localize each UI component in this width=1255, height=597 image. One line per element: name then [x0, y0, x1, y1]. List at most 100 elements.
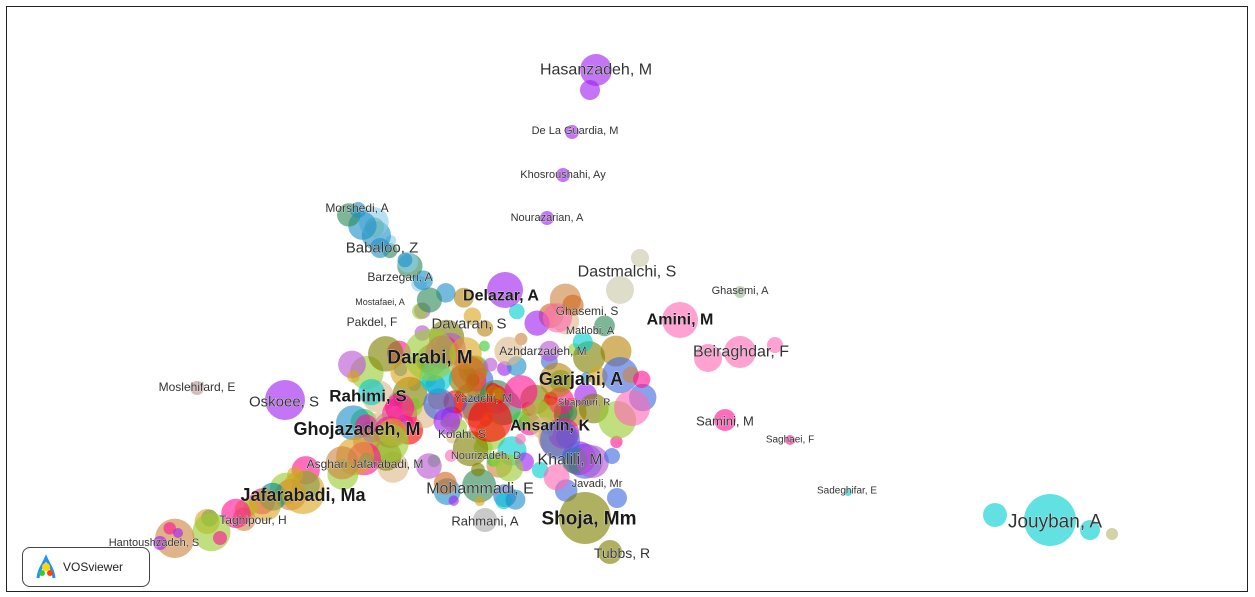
author-node[interactable]: [370, 238, 390, 258]
author-node[interactable]: [190, 381, 204, 395]
author-node[interactable]: [1080, 520, 1100, 540]
author-node[interactable]: [221, 498, 251, 529]
author-label[interactable]: Sadeghifar, E: [817, 485, 878, 497]
author-node[interactable]: [844, 488, 852, 496]
author-label[interactable]: Garjani, A: [539, 369, 624, 390]
author-label[interactable]: Kolahi, S: [438, 427, 487, 442]
author-node[interactable]: [604, 448, 620, 464]
author-label[interactable]: Darabi, M: [387, 347, 473, 369]
author-label[interactable]: Nourizadeh, D: [451, 450, 522, 463]
author-label[interactable]: Matlobi, A: [566, 325, 615, 338]
author-label[interactable]: Jafarabadi, Ma: [240, 485, 367, 506]
author-node[interactable]: [153, 536, 167, 550]
author-label[interactable]: Taghipour, H: [219, 513, 287, 528]
author-label[interactable]: Tubbs, R: [594, 545, 651, 562]
author-node[interactable]: [281, 470, 325, 514]
author-label[interactable]: Khalili, M: [537, 451, 603, 469]
author-node[interactable]: [539, 340, 560, 362]
author-node[interactable]: [483, 357, 498, 372]
author-node[interactable]: [450, 356, 487, 392]
author-node[interactable]: [565, 125, 579, 139]
author-node[interactable]: [504, 375, 538, 409]
author-label[interactable]: Babaloo, Z: [345, 239, 419, 257]
author-label[interactable]: Khosroushahi, Ay: [520, 169, 606, 182]
author-label[interactable]: Moslehifard, E: [158, 380, 236, 395]
author-node[interactable]: [358, 378, 385, 406]
author-label[interactable]: Rahimi, S: [329, 386, 407, 406]
author-node[interactable]: [734, 286, 746, 298]
author-node[interactable]: [462, 468, 497, 503]
author-node[interactable]: [478, 340, 490, 352]
author-node[interactable]: [576, 445, 609, 478]
author-label[interactable]: Jouyban, A: [1008, 511, 1103, 533]
author-label[interactable]: Yazdchi, M: [454, 391, 513, 406]
author-node[interactable]: [606, 276, 634, 304]
author-node[interactable]: [325, 446, 359, 480]
author-label[interactable]: Ansarin, K: [510, 417, 591, 435]
author-node[interactable]: [416, 287, 442, 313]
author-node[interactable]: [580, 54, 612, 86]
author-label[interactable]: Nourazarian, A: [510, 212, 584, 225]
author-label[interactable]: Ghasemi, S: [555, 304, 619, 319]
author-node[interactable]: [662, 302, 698, 338]
author-node[interactable]: [468, 398, 512, 442]
author-node[interactable]: [983, 503, 1007, 527]
author-node[interactable]: [213, 531, 227, 545]
author-label[interactable]: Azhdarzadeh, M: [499, 344, 587, 359]
author-node[interactable]: [614, 390, 650, 426]
author-node[interactable]: [173, 528, 183, 538]
author-label[interactable]: Amini, M: [646, 311, 714, 329]
author-label[interactable]: Beiraghdar, F: [693, 343, 790, 361]
author-node[interactable]: [347, 370, 360, 383]
author-node[interactable]: [559, 492, 611, 544]
author-node[interactable]: [580, 80, 600, 100]
author-node[interactable]: [602, 357, 639, 394]
author-label[interactable]: Oskoee, S: [249, 393, 320, 411]
author-node[interactable]: [514, 433, 526, 445]
author-label[interactable]: Delazar, A: [463, 287, 540, 305]
author-label[interactable]: Barzegari, A: [367, 270, 433, 285]
author-node[interactable]: [785, 435, 795, 445]
author-node[interactable]: [404, 329, 456, 381]
author-node[interactable]: [508, 303, 525, 320]
author-node[interactable]: [433, 471, 457, 495]
author-node[interactable]: [572, 332, 593, 353]
author-node[interactable]: [724, 336, 756, 368]
author-node[interactable]: [463, 307, 482, 326]
author-label[interactable]: Shoja, Mm: [541, 508, 637, 530]
author-node[interactable]: [471, 462, 485, 477]
author-node[interactable]: [540, 211, 554, 225]
author-label[interactable]: De La Guardia, M: [531, 125, 619, 138]
author-label[interactable]: Dastmalchi, S: [577, 263, 677, 281]
author-node[interactable]: [714, 409, 736, 431]
author-node[interactable]: [338, 350, 366, 379]
author-label[interactable]: Pakdel, F: [346, 315, 398, 330]
author-node[interactable]: [163, 522, 176, 535]
author-node[interactable]: [444, 449, 458, 462]
author-node[interactable]: [1106, 528, 1118, 540]
author-node[interactable]: [540, 420, 580, 460]
author-node[interactable]: [633, 370, 651, 389]
author-label[interactable]: Rahmani, A: [451, 513, 519, 529]
author-node[interactable]: [249, 489, 281, 521]
author-node[interactable]: [433, 408, 461, 435]
author-label[interactable]: Samini, M: [696, 413, 754, 429]
author-node[interactable]: [485, 385, 502, 402]
author-node[interactable]: [476, 320, 494, 337]
author-label[interactable]: Javadi, Mr: [571, 478, 623, 491]
author-node[interactable]: [452, 430, 489, 467]
author-node[interactable]: [490, 455, 503, 468]
author-label[interactable]: Davaran, S: [431, 315, 507, 333]
author-label[interactable]: Hantoushzadeh, S: [108, 537, 200, 550]
author-node[interactable]: [397, 252, 413, 268]
author-label[interactable]: Shapouri, R: [557, 397, 611, 409]
vosviewer-logo-button[interactable]: VOSviewer: [22, 547, 150, 587]
author-node[interactable]: [556, 168, 570, 182]
author-label[interactable]: Morshedi, A: [325, 201, 389, 216]
author-node[interactable]: [448, 495, 459, 506]
author-node[interactable]: [370, 423, 409, 462]
author-node[interactable]: [265, 380, 305, 420]
author-label[interactable]: Mostafaei, A: [355, 297, 405, 308]
author-node[interactable]: [607, 488, 627, 508]
